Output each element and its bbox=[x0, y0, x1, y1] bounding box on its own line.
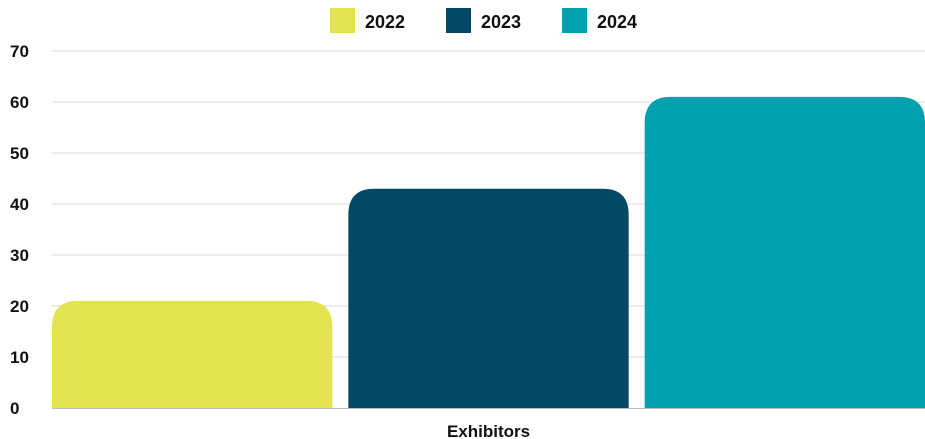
legend-item-2023: 2023 bbox=[446, 8, 521, 33]
legend-swatch bbox=[330, 8, 355, 33]
y-tick-label: 20 bbox=[10, 297, 29, 316]
legend-item-2024: 2024 bbox=[562, 8, 637, 33]
y-tick-label: 70 bbox=[10, 42, 29, 61]
bar-2023 bbox=[348, 188, 629, 408]
legend-swatch bbox=[446, 8, 471, 33]
y-tick-label: 10 bbox=[10, 348, 29, 367]
x-axis: Exhibitors bbox=[52, 408, 925, 439]
x-category-label: Exhibitors bbox=[447, 422, 530, 439]
legend-item-2022: 2022 bbox=[330, 8, 405, 33]
bar-2024 bbox=[644, 96, 925, 409]
legend-swatch bbox=[562, 8, 587, 33]
y-tick-label: 0 bbox=[10, 399, 19, 418]
bars bbox=[52, 96, 925, 409]
y-axis-tick-labels: 0 10 20 30 40 50 60 70 bbox=[10, 42, 29, 418]
legend-label: 2022 bbox=[365, 12, 405, 32]
bar-2022 bbox=[52, 300, 333, 408]
y-tick-label: 40 bbox=[10, 195, 29, 214]
legend-label: 2024 bbox=[597, 12, 637, 32]
y-tick-label: 60 bbox=[10, 93, 29, 112]
y-tick-label: 30 bbox=[10, 246, 29, 265]
legend: 2022 2023 2024 bbox=[330, 8, 637, 33]
legend-label: 2023 bbox=[481, 12, 521, 32]
y-tick-label: 50 bbox=[10, 144, 29, 163]
